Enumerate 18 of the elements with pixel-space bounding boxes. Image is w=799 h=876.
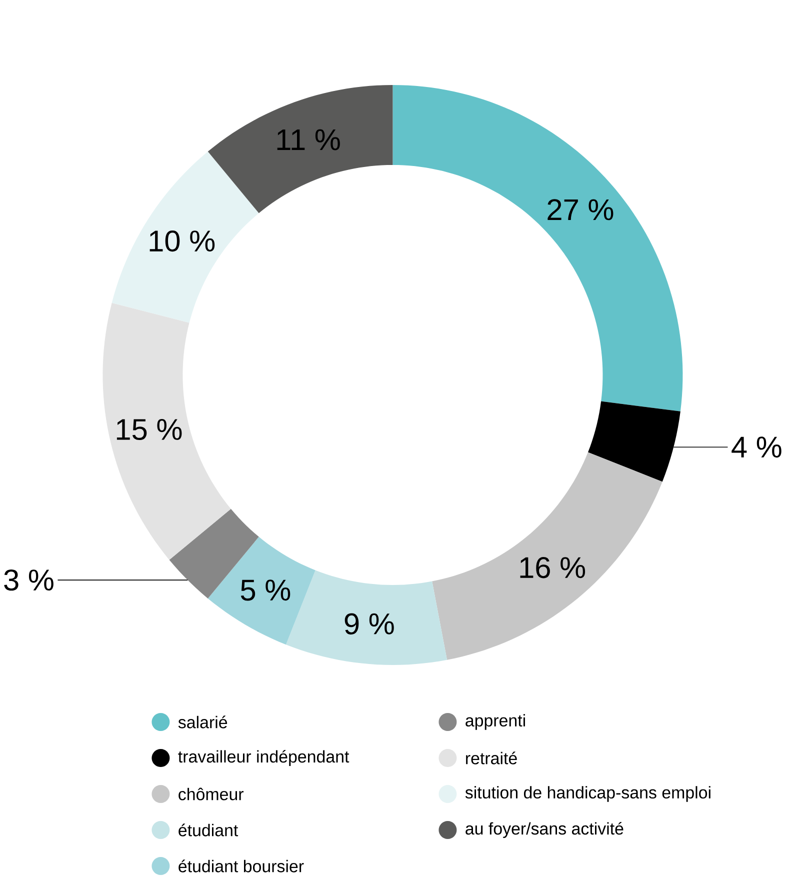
data-label: 15 %: [117, 419, 182, 440]
legend-label: étudiant: [178, 824, 238, 836]
legend-label: sitution de handicap-sans emploi: [466, 786, 711, 802]
legend-label: étudiant boursier: [178, 860, 304, 872]
legend-label: chômeur: [178, 788, 244, 800]
legend-label: salarié: [178, 716, 228, 728]
data-label: 27 %: [548, 199, 614, 220]
data-label: 11 %: [278, 129, 340, 150]
legend-label: retraité: [466, 752, 518, 764]
legend-label: apprenti: [466, 714, 526, 730]
legend-label: travailleur indépendant: [178, 750, 350, 766]
data-label: 16 %: [520, 557, 586, 578]
data-label: 9 %: [344, 613, 394, 634]
data-label: 10 %: [150, 230, 215, 252]
data-label: 5 %: [241, 580, 290, 601]
data-label: 4 %: [732, 436, 782, 458]
data-label: 3 %: [4, 569, 54, 591]
legend-label: au foyer/sans activité: [466, 822, 624, 838]
